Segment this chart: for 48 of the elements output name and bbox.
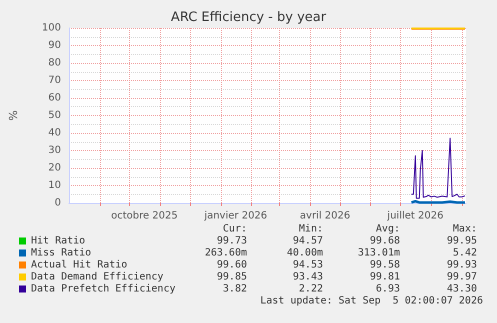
legend-label: Data Demand Efficiency <box>31 272 164 282</box>
text: 94.53 <box>292 260 323 270</box>
y-tick-label: 10 <box>48 180 61 191</box>
x-tick-label: octobre 2025 <box>111 210 178 222</box>
text: 94.57 <box>292 236 323 246</box>
text: Last update: Sat Sep 5 02:00:07 2026 <box>260 296 483 306</box>
text: Min: <box>298 224 323 234</box>
text: Max: <box>452 224 477 234</box>
text: 99.97 <box>446 272 477 282</box>
y-tick-label: 50 <box>48 110 61 121</box>
legend-label: Data Prefetch Efficiency <box>31 284 176 294</box>
legend-label: Miss Ratio <box>31 248 92 258</box>
x-tick-label: juillet 2026 <box>386 210 444 222</box>
text: 40.00m <box>286 248 323 258</box>
chart-title: ARC Efficiency - by year <box>170 10 327 25</box>
text: 93.43 <box>292 272 323 282</box>
y-tick-label: 20 <box>48 162 61 174</box>
y-tick-label: 100 <box>42 22 61 34</box>
text: 2.22 <box>298 284 323 294</box>
text: 99.95 <box>446 236 477 246</box>
y-tick-label: 40 <box>48 128 61 138</box>
text: 6.93 <box>376 284 400 294</box>
y-axis-title: % <box>7 110 20 121</box>
text: 99.68 <box>370 236 400 246</box>
text: Avg: <box>376 224 400 234</box>
y-tick-label: 60 <box>48 92 61 104</box>
text: 313.01m <box>358 248 400 258</box>
text: 3.82 <box>222 284 247 294</box>
legend-label: Actual Hit Ratio <box>31 260 128 270</box>
text: 99.60 <box>216 260 247 270</box>
y-tick-label: 80 <box>48 58 61 68</box>
y-tick-label: 70 <box>48 75 61 86</box>
text: 263.60m <box>204 248 247 258</box>
line-series <box>410 138 466 199</box>
text: 5.42 <box>452 248 477 258</box>
y-tick-label: 30 <box>48 145 61 156</box>
y-tick-label: 90 <box>48 40 61 51</box>
x-tick-label: janvier 2026 <box>203 210 268 222</box>
text: 43.30 <box>446 284 477 294</box>
legend-label: Hit Ratio <box>31 236 86 246</box>
text: 99.58 <box>370 260 400 270</box>
text: 99.85 <box>216 272 247 282</box>
text: Cur: <box>222 224 247 234</box>
text: 99.73 <box>216 236 247 246</box>
x-tick-label: avril 2026 <box>300 210 350 222</box>
text: 99.93 <box>446 260 477 270</box>
y-tick-label: 0 <box>54 198 61 208</box>
text: 99.81 <box>370 272 400 282</box>
